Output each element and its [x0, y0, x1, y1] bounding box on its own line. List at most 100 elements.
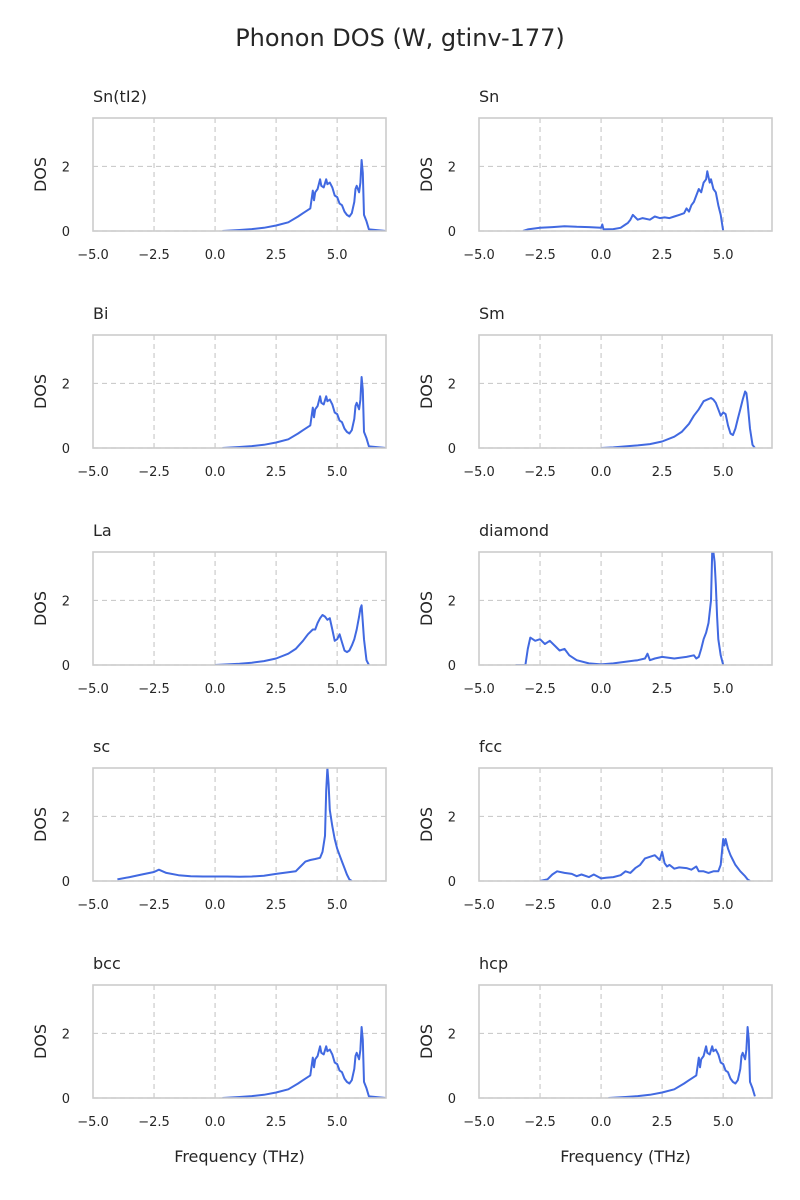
panel-3: Bi DOS 0 2 −5.0 −2.5 0.0 2.5 5.0: [31, 304, 387, 480]
x-tick-label: 2.5: [266, 898, 287, 913]
figure-title: Phonon DOS (W, gtinv-177): [235, 24, 565, 52]
x-tick-label: 2.5: [266, 248, 287, 263]
y-tick-label: 2: [62, 160, 70, 175]
dos-curve: [215, 604, 370, 665]
x-tick-label: 0.0: [591, 682, 612, 697]
x-tick-label: −2.5: [524, 465, 556, 480]
x-tick-label: 5.0: [327, 682, 348, 697]
y-tick-label: 2: [448, 594, 456, 609]
x-tick-label: −2.5: [524, 682, 556, 697]
y-axis-label: DOS: [417, 1024, 436, 1059]
dos-curve: [222, 376, 386, 448]
panel-4: Sm DOS 0 2 −5.0 −2.5 0.0 2.5 5.0: [417, 304, 773, 480]
plot-frame: [478, 984, 773, 1099]
y-tick-label: 2: [62, 810, 70, 825]
x-axis-label: Frequency (THz): [174, 1147, 304, 1166]
y-axis-label: DOS: [417, 591, 436, 626]
dos-curve: [222, 159, 386, 231]
x-tick-label: −2.5: [524, 898, 556, 913]
dos-curve: [608, 1026, 756, 1098]
y-axis-label: DOS: [31, 1024, 50, 1059]
plot-frame: [92, 334, 387, 449]
y-tick-label: 2: [448, 1027, 456, 1042]
y-axis-label: DOS: [417, 374, 436, 409]
y-tick-label: 0: [448, 225, 456, 240]
plot-frame: [478, 767, 773, 882]
x-tick-label: 0.0: [205, 248, 226, 263]
x-tick-label: −2.5: [524, 248, 556, 263]
x-tick-label: 5.0: [713, 682, 734, 697]
x-tick-label: −2.5: [138, 248, 170, 263]
x-tick-label: 5.0: [713, 898, 734, 913]
panel-6: diamond DOS 0 2 −5.0 −2.5 0.0 2.5 5.0: [417, 521, 773, 697]
x-tick-label: 0.0: [205, 898, 226, 913]
x-tick-label: 0.0: [591, 248, 612, 263]
panel-9: bcc DOS 0 2 −5.0 −2.5 0.0 2.5 5.0 Frequency (THz): [31, 954, 387, 1166]
panel-title: Sn(tI2): [93, 87, 147, 106]
panel-title: fcc: [479, 737, 502, 756]
x-tick-label: 0.0: [205, 1115, 226, 1130]
dos-curve: [515, 552, 725, 665]
y-axis-label: DOS: [31, 374, 50, 409]
x-tick-label: −5.0: [463, 898, 495, 913]
x-tick-label: 2.5: [266, 1115, 287, 1130]
dos-curve: [601, 390, 756, 448]
y-tick-label: 2: [62, 377, 70, 392]
plot-frame: [92, 984, 387, 1099]
x-tick-label: −5.0: [77, 1115, 109, 1130]
x-tick-label: 0.0: [205, 465, 226, 480]
plot-frame: [478, 334, 773, 449]
x-tick-label: −2.5: [138, 898, 170, 913]
x-tick-label: 0.0: [591, 1115, 612, 1130]
panel-1: Sn(tI2) DOS 0 2 −5.0 −2.5 0.0 2.5 5.0: [31, 87, 387, 263]
panel-7: sc DOS 0 2 −5.0 −2.5 0.0 2.5 5.0: [31, 737, 387, 913]
x-tick-label: 2.5: [652, 1115, 673, 1130]
panel-title: diamond: [479, 521, 549, 540]
x-tick-label: −5.0: [77, 682, 109, 697]
x-tick-label: −5.0: [463, 1115, 495, 1130]
panel-title: Sn: [479, 87, 499, 106]
x-tick-label: 5.0: [327, 248, 348, 263]
panel-title: bcc: [93, 954, 121, 973]
y-tick-label: 0: [448, 875, 456, 890]
y-tick-label: 0: [62, 875, 70, 890]
x-tick-label: −5.0: [77, 465, 109, 480]
x-tick-label: 5.0: [327, 1115, 348, 1130]
dos-curve: [539, 838, 751, 881]
y-tick-label: 2: [62, 594, 70, 609]
x-tick-label: −2.5: [138, 682, 170, 697]
plot-frame: [92, 551, 387, 666]
y-tick-label: 2: [448, 377, 456, 392]
y-tick-label: 0: [448, 442, 456, 457]
panel-title: Sm: [479, 304, 505, 323]
y-tick-label: 0: [62, 659, 70, 674]
y-axis-label: DOS: [417, 807, 436, 842]
x-tick-label: 2.5: [266, 682, 287, 697]
y-tick-label: 2: [62, 1027, 70, 1042]
x-tick-label: 5.0: [713, 1115, 734, 1130]
x-tick-label: −2.5: [138, 465, 170, 480]
x-tick-label: 2.5: [652, 465, 673, 480]
plot-frame: [478, 117, 773, 232]
x-tick-label: −5.0: [463, 465, 495, 480]
panel-10: hcp DOS 0 2 −5.0 −2.5 0.0 2.5 5.0 Frequency (THz): [417, 954, 773, 1166]
x-tick-label: 2.5: [652, 898, 673, 913]
x-tick-label: −2.5: [524, 1115, 556, 1130]
y-axis-label: DOS: [417, 157, 436, 192]
y-axis-label: DOS: [31, 591, 50, 626]
x-tick-label: 0.0: [205, 682, 226, 697]
x-tick-label: 0.0: [591, 898, 612, 913]
y-tick-label: 0: [62, 225, 70, 240]
panels-container: Sn(tI2) DOS 0 2 −5.0 −2.5 0.0 2.5 5.0 Sn DOS 0 2 −5.0…: [31, 87, 773, 1166]
panel-2: Sn DOS 0 2 −5.0 −2.5 0.0 2.5 5.0: [417, 87, 773, 263]
x-tick-label: 5.0: [327, 898, 348, 913]
y-tick-label: 2: [448, 160, 456, 175]
plot-frame: [92, 117, 387, 232]
panel-title: Bi: [93, 304, 108, 323]
x-tick-label: 5.0: [327, 465, 348, 480]
x-tick-label: 2.5: [652, 682, 673, 697]
y-axis-label: DOS: [31, 157, 50, 192]
x-tick-label: 2.5: [266, 465, 287, 480]
panel-title: hcp: [479, 954, 508, 973]
x-tick-label: 5.0: [713, 465, 734, 480]
